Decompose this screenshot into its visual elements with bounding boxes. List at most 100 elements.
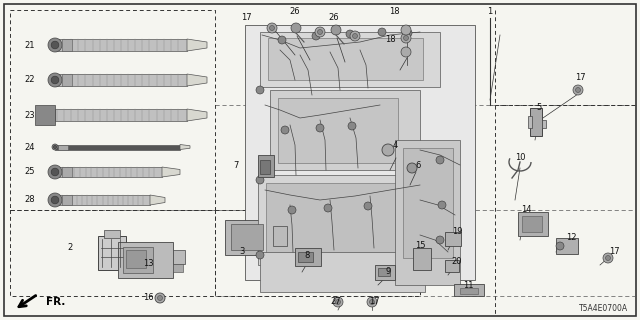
Circle shape: [48, 165, 62, 179]
Circle shape: [438, 201, 446, 209]
Circle shape: [256, 176, 264, 184]
Bar: [556, 238, 578, 254]
Text: 6: 6: [415, 161, 420, 170]
Bar: [378, 268, 390, 276]
Circle shape: [364, 202, 372, 210]
Circle shape: [348, 122, 356, 130]
Bar: [55, 195, 150, 205]
Bar: [542, 120, 546, 128]
Text: 25: 25: [25, 167, 35, 177]
Circle shape: [291, 23, 301, 33]
Bar: [55, 167, 162, 177]
Bar: [55, 109, 187, 121]
Circle shape: [48, 73, 62, 87]
Text: 22: 22: [25, 76, 35, 84]
Bar: [173, 250, 185, 264]
Bar: [278, 98, 398, 163]
Circle shape: [401, 47, 411, 57]
Bar: [268, 38, 423, 80]
Bar: [266, 183, 421, 257]
Bar: [35, 105, 55, 125]
Polygon shape: [187, 39, 207, 51]
Bar: [270, 90, 420, 170]
Text: 28: 28: [25, 196, 35, 204]
Polygon shape: [150, 195, 165, 205]
Circle shape: [316, 124, 324, 132]
Bar: [260, 252, 425, 292]
Text: 2: 2: [67, 243, 72, 252]
Text: 17: 17: [241, 13, 252, 22]
Circle shape: [51, 196, 59, 204]
Circle shape: [407, 163, 417, 173]
Circle shape: [48, 38, 62, 52]
Bar: [445, 232, 461, 246]
Circle shape: [401, 33, 411, 43]
Bar: [460, 288, 478, 294]
Circle shape: [346, 30, 354, 38]
Polygon shape: [162, 167, 180, 177]
Bar: [258, 155, 274, 177]
Text: 17: 17: [575, 74, 586, 83]
Circle shape: [157, 295, 163, 300]
Bar: [295, 248, 321, 266]
Circle shape: [575, 87, 580, 92]
Circle shape: [52, 144, 58, 150]
Bar: [260, 160, 270, 174]
Text: 20: 20: [452, 258, 462, 267]
Circle shape: [573, 85, 583, 95]
Text: 8: 8: [304, 251, 310, 260]
Bar: [62, 39, 72, 51]
Text: 26: 26: [329, 13, 339, 22]
Circle shape: [269, 26, 275, 30]
Bar: [403, 148, 453, 258]
Text: 26: 26: [290, 7, 300, 17]
Bar: [298, 252, 313, 262]
Text: 27: 27: [331, 298, 341, 307]
Circle shape: [335, 300, 340, 305]
Circle shape: [155, 293, 165, 303]
Bar: [413, 248, 431, 270]
Circle shape: [404, 29, 412, 37]
Bar: [260, 32, 440, 87]
Text: 4: 4: [392, 140, 397, 149]
Circle shape: [51, 41, 59, 49]
Bar: [55, 74, 187, 86]
Bar: [55, 39, 187, 51]
Text: 12: 12: [566, 234, 576, 243]
Bar: [231, 224, 263, 250]
Text: 18: 18: [385, 36, 396, 44]
Bar: [62, 167, 72, 177]
Text: 17: 17: [369, 298, 380, 307]
Circle shape: [281, 126, 289, 134]
Circle shape: [605, 255, 611, 260]
Text: 9: 9: [385, 268, 390, 276]
Bar: [287, 223, 305, 251]
Circle shape: [278, 36, 286, 44]
Text: T5A4E0700A: T5A4E0700A: [579, 304, 628, 313]
Circle shape: [256, 86, 264, 94]
Text: 15: 15: [415, 241, 425, 250]
Bar: [104, 230, 120, 238]
Circle shape: [603, 253, 613, 263]
Bar: [58, 145, 68, 149]
Text: 13: 13: [143, 259, 154, 268]
Text: 16: 16: [143, 293, 154, 302]
Text: 23: 23: [25, 110, 35, 119]
Circle shape: [333, 297, 343, 307]
Polygon shape: [187, 74, 207, 86]
Bar: [173, 264, 183, 272]
Bar: [98, 236, 126, 270]
Bar: [55, 145, 180, 149]
Text: 11: 11: [463, 281, 473, 290]
Bar: [530, 108, 542, 136]
Text: 14: 14: [521, 205, 531, 214]
Text: FR.: FR.: [46, 297, 65, 307]
Circle shape: [317, 29, 323, 35]
Circle shape: [353, 34, 358, 38]
Text: 1: 1: [488, 7, 493, 17]
Text: 21: 21: [25, 41, 35, 50]
Text: 5: 5: [536, 103, 541, 113]
Circle shape: [48, 193, 62, 207]
Text: 3: 3: [239, 247, 244, 257]
Circle shape: [350, 31, 360, 41]
